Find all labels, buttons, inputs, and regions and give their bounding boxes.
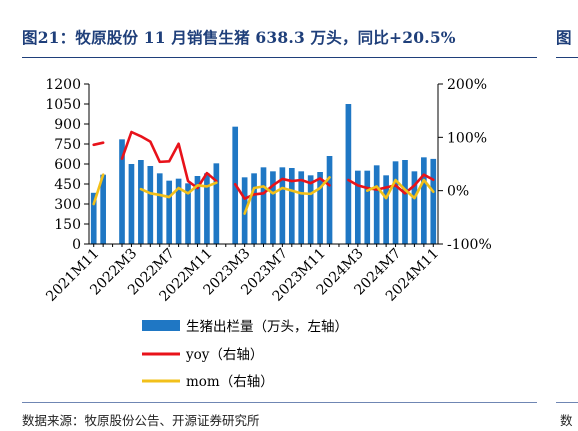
bar-2023M4 bbox=[251, 173, 257, 244]
bar-2023M8 bbox=[288, 168, 295, 244]
bar-2023M9 bbox=[298, 171, 305, 244]
legend-swatch-bar bbox=[142, 320, 180, 331]
bar-2022M11 bbox=[204, 173, 210, 244]
y-right-tick-label-200: 200% bbox=[447, 77, 487, 93]
bar-2022M5 bbox=[147, 166, 154, 244]
bar-2024M10 bbox=[421, 157, 427, 244]
mom-line-segment-3 bbox=[365, 178, 435, 200]
mom-line-segment-1 bbox=[139, 181, 218, 199]
legend-label-volume: 生猪出栏量（万头，左轴） bbox=[186, 319, 348, 335]
bar-2022M8 bbox=[175, 178, 182, 244]
legend-label-mom: mom（右轴） bbox=[186, 374, 274, 390]
figure-source-note: 数据来源：牧原股份公告、开源证券研究所 bbox=[22, 413, 260, 428]
next-source-overline bbox=[556, 402, 578, 403]
bar-2024M4 bbox=[364, 170, 371, 244]
bar-2024M5 bbox=[373, 165, 380, 244]
bar-2024M8 bbox=[402, 160, 408, 244]
bar-2022M6 bbox=[156, 173, 163, 244]
bar-2024M3 bbox=[354, 170, 361, 244]
bar-2023M7 bbox=[279, 167, 286, 244]
y-right-tick-label-0: 0% bbox=[447, 184, 469, 200]
yoy-line-segment-1 bbox=[120, 130, 218, 190]
y-right-tick-label--100: -100% bbox=[447, 237, 492, 253]
y-left-tick-label-0: 0 bbox=[72, 237, 81, 253]
bar-2024M7 bbox=[392, 161, 399, 244]
legend-label-yoy: yoy（右轴） bbox=[185, 347, 263, 363]
next-figure-title-fragment: 图 bbox=[556, 28, 572, 47]
y-left-tick-label-450: 450 bbox=[54, 177, 81, 193]
bar-2023M11 bbox=[317, 172, 323, 244]
bar-2024M9 bbox=[411, 171, 418, 244]
bar-2023M10 bbox=[307, 175, 314, 244]
bar-2022M12 bbox=[213, 163, 220, 244]
y-left-tick-label-750: 750 bbox=[54, 137, 81, 153]
next-source-fragment: 数 bbox=[560, 413, 573, 428]
y-left-tick-label-150: 150 bbox=[54, 217, 81, 233]
y-left-tick-label-900: 900 bbox=[54, 117, 81, 133]
title-underline bbox=[22, 57, 537, 58]
bar-2023M5 bbox=[260, 167, 267, 244]
bar-2023M12 bbox=[326, 156, 333, 244]
bar-2021M12 bbox=[100, 174, 106, 244]
source-overline bbox=[22, 402, 537, 403]
bar-2022M10 bbox=[194, 176, 201, 244]
y-left-tick-label-300: 300 bbox=[54, 197, 81, 213]
bar-2022M2 bbox=[119, 139, 125, 244]
bar-2023M6 bbox=[270, 171, 276, 244]
figure-title: 图21：牧原股份 11 月销售生猪 638.3 万头，同比+20.5% bbox=[22, 28, 456, 47]
bar-2024M11 bbox=[430, 158, 437, 244]
bar-2022M3 bbox=[128, 164, 135, 244]
y-left-tick-label-1200: 1200 bbox=[45, 77, 81, 93]
bar-2022M7 bbox=[166, 180, 173, 244]
bar-2022M9 bbox=[185, 183, 191, 244]
bar-2024M6 bbox=[383, 175, 389, 244]
yoy-line-segment-0 bbox=[92, 141, 105, 147]
mom-line-segment-2 bbox=[243, 176, 331, 215]
y-left-tick-label-600: 600 bbox=[54, 157, 81, 173]
mom-line-segment-0 bbox=[92, 173, 105, 206]
next-title-underline bbox=[556, 57, 578, 58]
y-left-tick-label-1050: 1050 bbox=[45, 97, 81, 113]
bar-2024M2 bbox=[345, 104, 352, 244]
y-right-tick-label-100: 100% bbox=[447, 130, 487, 146]
bar-2022M4 bbox=[138, 160, 144, 244]
x-tick-label-2021M11: 2021M11 bbox=[43, 246, 102, 305]
bar-2021M11 bbox=[90, 192, 97, 244]
